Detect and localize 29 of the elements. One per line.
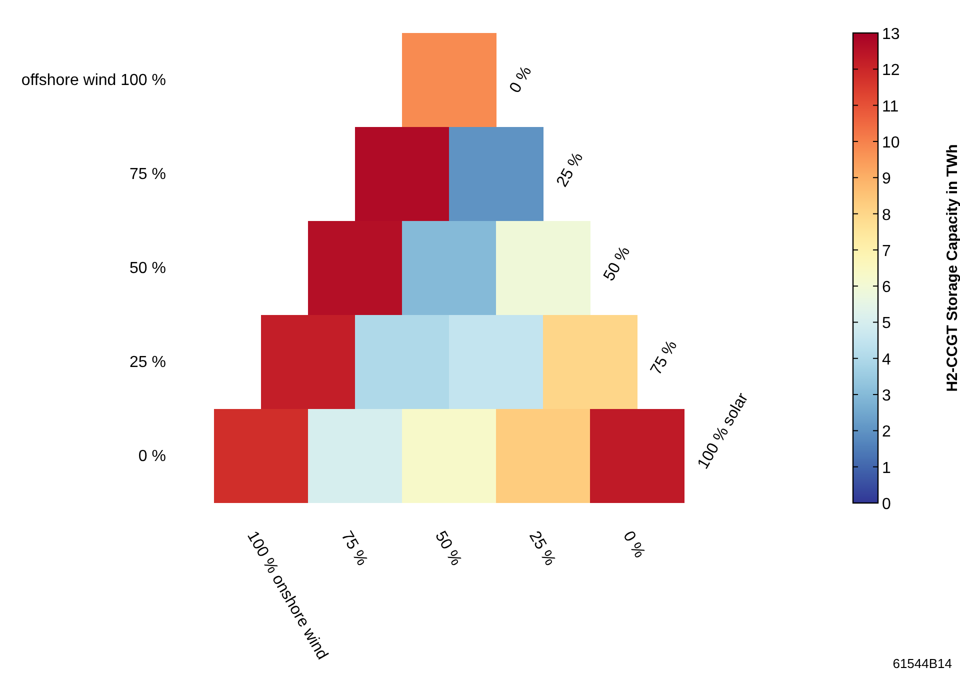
x-tick-label: 75 % [338, 528, 370, 569]
x-tick-label: 0 % [620, 528, 648, 561]
color-bar-label: 12 [882, 62, 900, 80]
color-bar-label: 6 [882, 279, 891, 296]
color-bar-label: 13 [882, 26, 900, 43]
color-bar-label: 9 [882, 170, 891, 188]
y-tick-label: 25 % [130, 354, 166, 371]
y2-tick-label: 0 % [506, 64, 536, 96]
y2-tick-label: 25 % [554, 150, 587, 190]
color-bar-label: 3 [882, 388, 891, 405]
y2-tick-label: 50 % [600, 244, 634, 284]
text: 61544B14 [892, 656, 952, 671]
x-tick-label: 25 % [526, 528, 558, 569]
x-tick-label: 50 % [432, 528, 464, 569]
color-bar-title: H2-CCGT Storage Capacity in TWh [944, 144, 960, 392]
color-bar-label: 4 [882, 351, 891, 368]
y-tick-label: 75 % [130, 166, 166, 183]
y-tick-label: offshore wind 100 % [21, 72, 166, 89]
color-bar-label: 8 [882, 206, 891, 224]
y2-tick-label: 75 % [648, 338, 681, 378]
color-bar-label: 11 [882, 98, 899, 116]
color-bar-label: 1 [882, 460, 891, 477]
color-bar-label: 7 [882, 242, 891, 260]
color-bar-label: 2 [882, 424, 891, 441]
color-bar-label: 10 [882, 134, 900, 152]
y-tick-label: 50 % [130, 260, 166, 277]
color-bar-label: 0 [882, 496, 891, 513]
color-bar-label: 5 [882, 315, 891, 332]
y-tick-label: 0 % [138, 448, 166, 465]
